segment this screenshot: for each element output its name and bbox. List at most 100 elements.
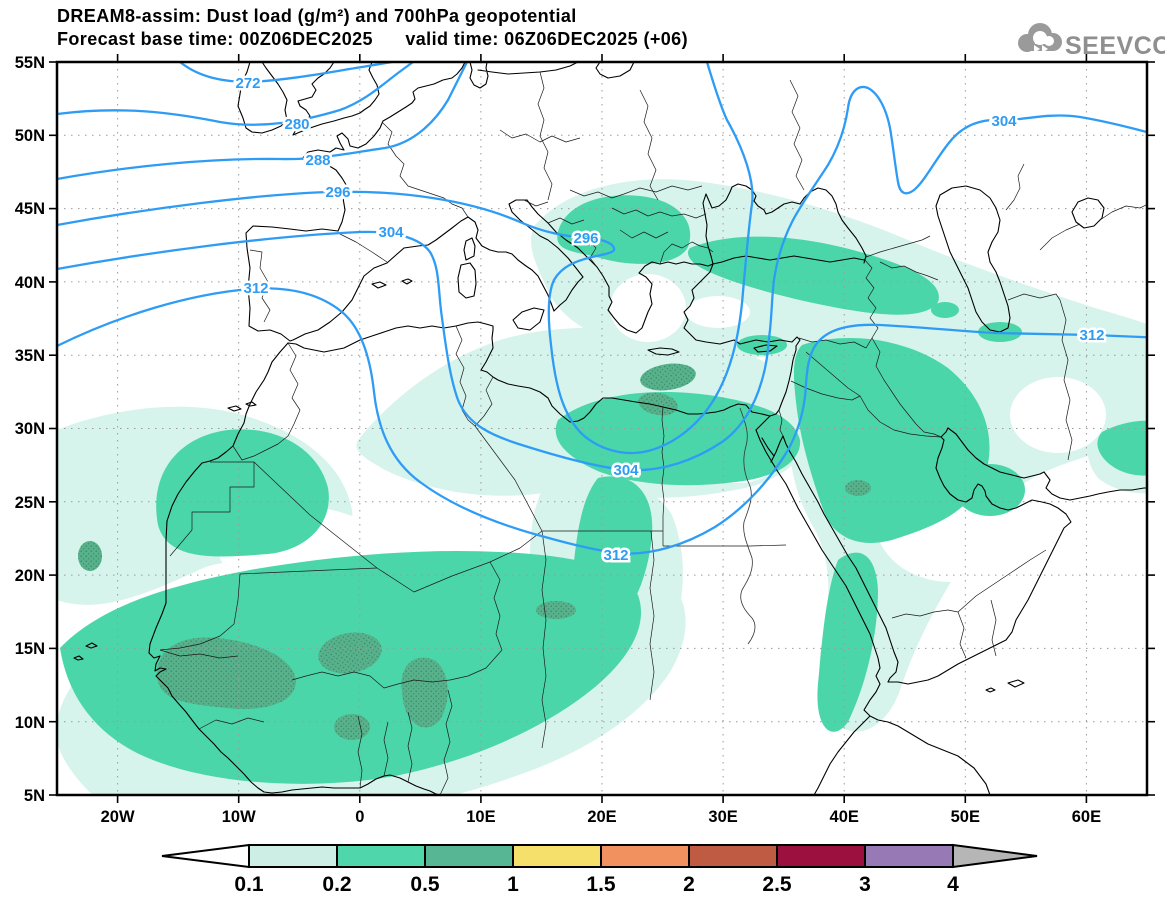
- lon-label-40e: 40E: [830, 808, 859, 826]
- coast-turkey-west-south: [683, 263, 801, 351]
- contour-label-288: 288: [305, 152, 330, 169]
- contour-280: [57, 62, 415, 126]
- colorbar-label-0.1: 0.1: [234, 873, 264, 896]
- colorbar-label-2: 2: [683, 873, 695, 896]
- coast-crete: [647, 347, 680, 356]
- lon-label-30e: 30E: [708, 808, 737, 826]
- colorbar-cell-1-1.5: [512, 844, 602, 868]
- dust-dark-libya-coast-b: [638, 392, 678, 416]
- colorbar-over-arrow: [952, 843, 1038, 869]
- colorbar-cell-2.5-3: [776, 844, 866, 868]
- dust-dark-senegal: [157, 637, 296, 709]
- coast-west-africa: [148, 342, 441, 795]
- lat-label-30n: 30N: [15, 420, 45, 438]
- coast-aral: [1071, 197, 1105, 229]
- coast-adriatic-greece: [526, 199, 714, 334]
- coast-balearics: [371, 278, 413, 289]
- contour-label-312: 312: [243, 280, 268, 297]
- lat-label-55n: 55N: [15, 54, 45, 72]
- coast-cyprus: [753, 344, 778, 353]
- colorbar-label-0.2: 0.2: [322, 873, 351, 896]
- contour-288: [57, 62, 469, 181]
- dust-dark-libya-coast-a: [640, 363, 696, 391]
- coast-sinai-arabia-west: [755, 415, 899, 683]
- coast-sicily: [512, 307, 545, 331]
- colorbar-cell-3-4: [864, 844, 954, 868]
- seevccc-logo: SEEVCCC: [1018, 23, 1165, 60]
- contour-label-312-b: 312: [603, 547, 628, 564]
- dust-dark-nw-spot: [78, 541, 102, 571]
- contour-312: [57, 287, 1147, 555]
- coast-denmark-baltic: [469, 62, 635, 89]
- colorbar-cell-1.5-2: [600, 844, 690, 868]
- chart-subtitle-times: Forecast base time: 00Z06DEC2025 valid t…: [57, 29, 688, 49]
- colorbar-label-1.5: 1.5: [586, 873, 616, 896]
- dust-dark-niger-nigeria: [401, 657, 448, 728]
- coast-levant-egypt-maghreb: [287, 321, 797, 423]
- dust-dark-ghana: [334, 714, 370, 740]
- dust-dark-mali: [318, 632, 382, 674]
- lat-label-15n: 15N: [15, 640, 45, 658]
- coast-arabia-south-gulf: [887, 427, 1072, 685]
- lon-axis-labels: 20W 10W 0 10E 20E 30E 40E 50E 60E: [101, 808, 1101, 826]
- lat-label-10n: 10N: [15, 714, 45, 732]
- geopotential-contours: [57, 62, 1147, 555]
- contour-label-304-b: 304: [613, 462, 639, 479]
- lon-label-60e: 60E: [1072, 808, 1101, 826]
- colorbar-cell-0.2-0.5: [336, 844, 426, 868]
- chart-title: DREAM8-assim: Dust load (g/m²) and 700hP…: [57, 6, 577, 26]
- contour-label-304: 304: [378, 224, 404, 241]
- contour-label-296-b: 296: [573, 230, 598, 247]
- contour-label-296: 296: [325, 184, 350, 201]
- coast-socotra: [985, 679, 1025, 693]
- dust-mint-right-edge: [1097, 420, 1147, 476]
- colorbar-under-arrow: [161, 843, 250, 869]
- colorbar-label-0.5: 0.5: [410, 873, 440, 896]
- contour-272: [178, 62, 394, 84]
- lon-label-0: 0: [355, 808, 364, 826]
- dust-mint-western-sahara: [156, 429, 329, 557]
- dust-mint-balkans: [557, 195, 691, 264]
- contour-296: [57, 62, 754, 455]
- axis-ticks: [49, 54, 1155, 803]
- dust-mint-north-turkey: [687, 236, 939, 315]
- coast-iberia: [245, 225, 405, 342]
- colorbar-label-3: 3: [859, 873, 871, 896]
- colorbar-cell-0.5-1: [424, 844, 514, 868]
- colorbar-cell-0.1-0.2: [248, 844, 338, 868]
- lat-label-35n: 35N: [15, 347, 45, 365]
- coast-horn-of-africa: [813, 683, 991, 795]
- colorbar-label-2.5: 2.5: [762, 873, 792, 896]
- coast-iran-south: [947, 427, 1147, 501]
- lat-label-45n: 45N: [15, 200, 45, 218]
- colorbar-label-1: 1: [507, 873, 519, 896]
- lon-label-10w: 10W: [222, 808, 256, 826]
- lon-label-10e: 10E: [466, 808, 495, 826]
- colorbar: 0.1 0.2 0.5 1 1.5 2 2.5 3 4: [161, 843, 1038, 896]
- lon-label-50e: 50E: [951, 808, 980, 826]
- dust-fill-level3-layer: [78, 363, 871, 740]
- contour-304: [57, 85, 1147, 472]
- country-borders: [159, 71, 1147, 795]
- coast-corsica: [463, 237, 476, 261]
- contour-label-304-c: 304: [991, 113, 1017, 130]
- lat-label-50n: 50N: [15, 127, 45, 145]
- dust-mint-red-sea-strip: [817, 552, 878, 732]
- lat-label-40n: 40N: [15, 274, 45, 292]
- dust-dark-chad: [536, 601, 576, 619]
- contour-label-280: 280: [284, 116, 309, 133]
- lon-label-20e: 20E: [587, 808, 616, 826]
- lat-axis-labels: 55N 50N 45N 40N 35N 30N 25N 20N 15N 10N …: [15, 54, 45, 805]
- dust-dark-iraq: [845, 480, 871, 496]
- coast-canary-cape-verde: [73, 401, 257, 661]
- contour-labels: 272 280 288 296 304 312 296 304 312 304 …: [233, 73, 1107, 567]
- lat-label-5n: 5N: [24, 787, 45, 805]
- contour-label-312-c: 312: [1079, 327, 1104, 344]
- logo-text: SEEVCCC: [1065, 32, 1165, 60]
- lon-label-20w: 20W: [101, 808, 135, 826]
- colorbar-labels: 0.1 0.2 0.5 1 1.5 2 2.5 3 4: [234, 873, 959, 896]
- dust-mint-uae: [955, 464, 1025, 516]
- coast-britain: [292, 62, 380, 136]
